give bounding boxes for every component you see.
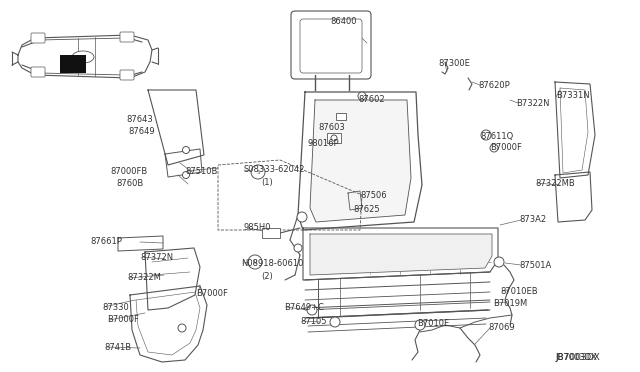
Text: 87620P: 87620P	[478, 80, 509, 90]
Circle shape	[251, 165, 265, 179]
FancyBboxPatch shape	[291, 11, 371, 79]
Bar	[327, 133, 341, 143]
Text: 87625: 87625	[353, 205, 380, 214]
Text: JB7003DX: JB7003DX	[555, 353, 600, 362]
Text: 87649: 87649	[128, 128, 155, 137]
FancyBboxPatch shape	[31, 67, 45, 77]
Text: 985H0: 985H0	[244, 224, 271, 232]
Polygon shape	[165, 149, 202, 177]
Text: 87322MB: 87322MB	[535, 179, 575, 187]
Text: 87000FB: 87000FB	[110, 167, 147, 176]
Text: B7000F: B7000F	[196, 289, 228, 298]
Circle shape	[330, 317, 340, 327]
Text: B7010E: B7010E	[417, 318, 449, 327]
Circle shape	[182, 171, 189, 179]
Circle shape	[415, 320, 425, 330]
Text: 87501A: 87501A	[519, 260, 551, 269]
Circle shape	[294, 244, 302, 252]
Text: 86400: 86400	[330, 17, 356, 26]
FancyBboxPatch shape	[31, 33, 45, 43]
Circle shape	[490, 144, 498, 152]
Text: 87010EB: 87010EB	[500, 286, 538, 295]
Circle shape	[297, 212, 307, 222]
Text: 87602: 87602	[358, 96, 385, 105]
Text: 87069: 87069	[488, 324, 515, 333]
Polygon shape	[555, 172, 592, 222]
Text: 87300E: 87300E	[438, 58, 470, 67]
Text: 98016P: 98016P	[308, 138, 340, 148]
Text: S08333-62042: S08333-62042	[244, 166, 305, 174]
Text: B7000F: B7000F	[107, 315, 139, 324]
Polygon shape	[555, 82, 595, 178]
Text: B7649+C: B7649+C	[284, 302, 324, 311]
Text: B7331N: B7331N	[556, 92, 589, 100]
Polygon shape	[130, 286, 207, 362]
Circle shape	[331, 135, 337, 141]
Text: 8760B: 8760B	[116, 180, 143, 189]
Text: 87611Q: 87611Q	[480, 131, 513, 141]
Text: 87105: 87105	[300, 317, 326, 326]
Polygon shape	[298, 92, 422, 230]
Circle shape	[481, 130, 491, 140]
Text: (1): (1)	[261, 179, 273, 187]
Text: (2): (2)	[261, 272, 273, 280]
Text: 8741B: 8741B	[104, 343, 131, 352]
Text: N: N	[253, 260, 257, 264]
FancyBboxPatch shape	[300, 19, 362, 73]
Bar	[336, 113, 346, 120]
FancyBboxPatch shape	[120, 32, 134, 42]
Text: B7322N: B7322N	[516, 99, 550, 108]
Text: 87643: 87643	[126, 115, 153, 125]
Circle shape	[307, 305, 317, 315]
Text: JB7003DX: JB7003DX	[555, 353, 597, 362]
Text: 87661P: 87661P	[90, 237, 122, 247]
Circle shape	[494, 257, 504, 267]
Polygon shape	[310, 234, 492, 275]
Text: 87330: 87330	[102, 302, 129, 311]
Text: S: S	[256, 170, 260, 174]
Ellipse shape	[72, 51, 94, 63]
Text: 87372N: 87372N	[140, 253, 173, 262]
Text: 873A2: 873A2	[519, 215, 546, 224]
Circle shape	[182, 147, 189, 154]
Polygon shape	[348, 191, 362, 210]
Text: 87603: 87603	[318, 122, 345, 131]
Polygon shape	[310, 100, 411, 222]
Text: B7000F: B7000F	[490, 144, 522, 153]
Polygon shape	[18, 35, 152, 78]
Polygon shape	[145, 248, 200, 310]
Text: B7019M: B7019M	[493, 298, 527, 308]
Text: N08918-60610: N08918-60610	[241, 259, 303, 267]
Circle shape	[178, 324, 186, 332]
Bar	[60, 55, 86, 73]
Circle shape	[248, 255, 262, 269]
Bar	[262, 228, 280, 238]
Text: 87506: 87506	[360, 192, 387, 201]
Text: 87322M: 87322M	[127, 273, 161, 282]
Circle shape	[358, 92, 366, 100]
Polygon shape	[303, 228, 498, 280]
FancyBboxPatch shape	[120, 70, 134, 80]
Polygon shape	[118, 236, 163, 251]
Text: 87510B: 87510B	[185, 167, 218, 176]
Polygon shape	[148, 90, 204, 165]
